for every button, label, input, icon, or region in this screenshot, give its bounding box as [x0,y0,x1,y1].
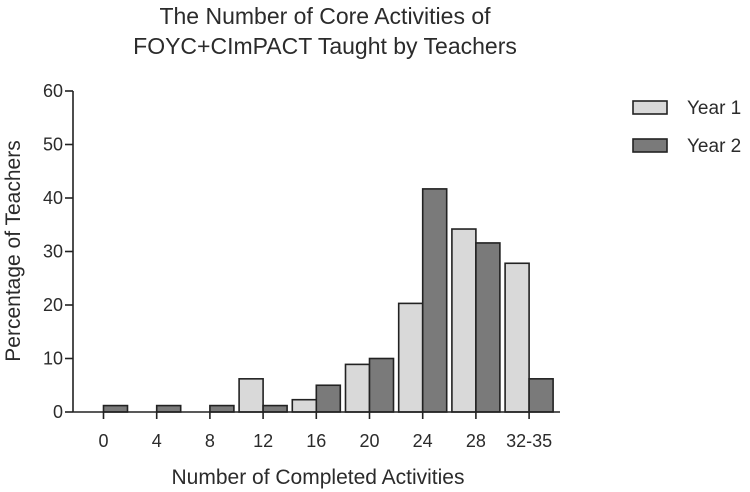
bar-year2-6 [421,188,448,413]
x-tick-label-6: 24 [413,431,433,451]
bar-year2-8 [528,378,554,413]
legend-swatch-year2 [632,138,668,153]
x-tick-label-8: 32-35 [506,431,552,451]
bar-year1-6 [397,302,424,413]
legend: Year 1 Year 2 [632,98,741,157]
axes [65,90,560,419]
x-tick-label-4: 16 [306,431,326,451]
x-tick-label-5: 20 [359,431,379,451]
y-tick-label-4: 40 [43,188,63,208]
chart-title-line-1: The Number of Core Activities of [159,3,491,29]
chart-title-line-2: FOYC+CImPACT Taught by Teachers [133,33,517,59]
bar-year1-5 [344,363,371,413]
bar-year2-3 [262,404,288,413]
y-tick-label-0: 0 [53,402,63,422]
bar-year2-1 [155,404,182,413]
legend-swatch-year1 [632,100,668,115]
bar-year1-3 [238,378,264,413]
x-tick-label-0: 0 [98,431,108,451]
x-tick-label-1: 4 [152,431,162,451]
bars-layer [102,188,554,413]
bar-year2-0 [102,404,129,413]
x-tick-label-2: 8 [205,431,215,451]
y-tick-label-3: 30 [43,242,63,262]
y-tick-label-6: 60 [43,81,63,101]
bar-year2-4 [315,384,342,413]
bar-year2-2 [209,404,235,413]
chart-title: The Number of Core Activities of FOYC+CI… [133,3,517,59]
legend-label-year1: Year 1 [687,98,741,119]
y-tick-label-5: 50 [43,135,63,155]
bar-year1-4 [291,398,318,413]
x-axis-label: Number of Completed Activities [172,466,465,489]
bar-year1-8 [504,262,530,413]
x-tick-labels: 0 4 8 12 16 20 24 28 32-35 [98,431,552,451]
legend-label-year2: Year 2 [687,136,741,157]
y-tick-labels: 0 10 20 30 40 50 60 [43,81,63,422]
y-tick-label-2: 20 [43,295,63,315]
bar-year1-7 [451,228,477,413]
x-tick-label-3: 12 [253,431,273,451]
y-axis-label: Percentage of Teachers [2,140,25,361]
bar-year2-7 [475,242,501,413]
bar-year2-5 [368,357,395,413]
x-tick-label-7: 28 [466,431,486,451]
y-tick-label-1: 10 [43,349,63,369]
